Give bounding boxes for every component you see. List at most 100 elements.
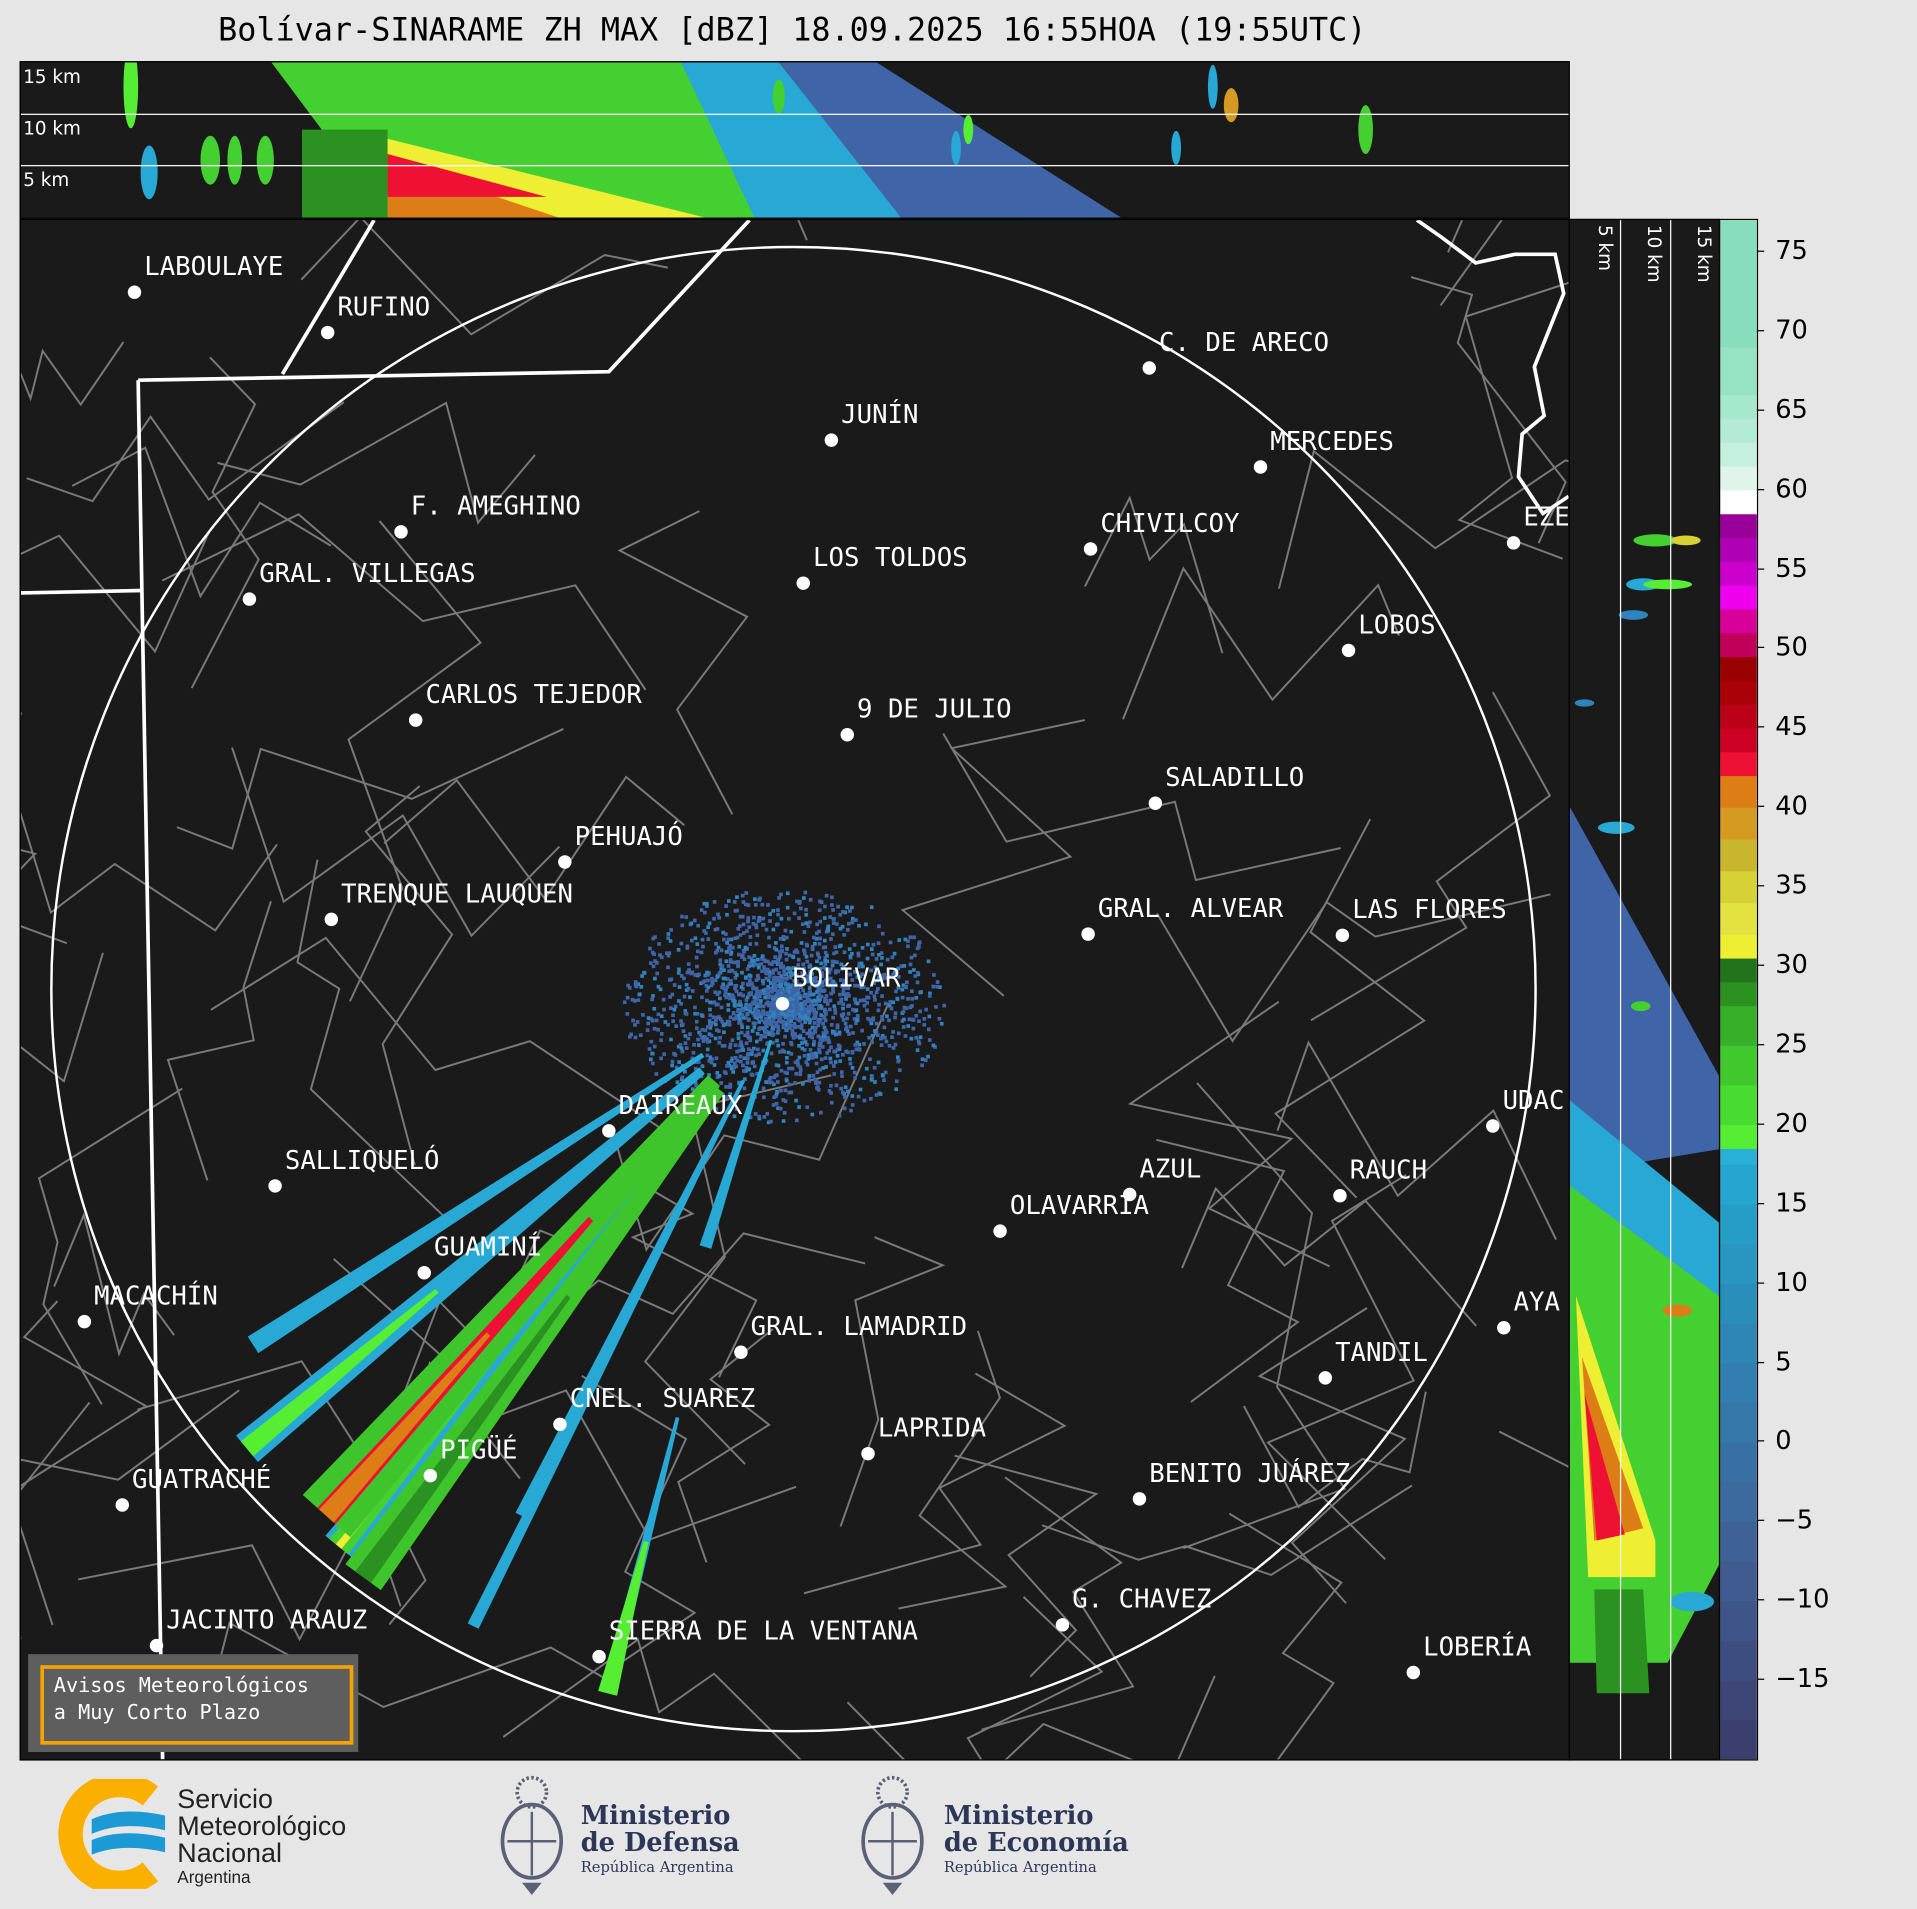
city-marker [268, 1179, 282, 1193]
echo-pixel [916, 970, 920, 975]
echo-pixel [801, 1036, 806, 1041]
echo-pixel [759, 1014, 764, 1019]
echo-pixel [781, 1022, 786, 1027]
colorbar-tick [1756, 1678, 1765, 1680]
echo-pixel [686, 1036, 691, 1041]
echo-pixel [727, 1063, 732, 1068]
echo-pixel [736, 926, 741, 931]
echo-pixel [804, 907, 808, 912]
colorbar-band [1720, 1402, 1757, 1443]
echo-pixel [823, 996, 828, 1001]
echo-pixel [783, 928, 788, 933]
echo-pixel [684, 988, 689, 992]
echo-pixel [794, 1071, 799, 1076]
echo-pixel [730, 969, 735, 973]
echo-pixel [818, 967, 823, 971]
radar-echoes [236, 890, 947, 1696]
echo-pixel [663, 1020, 668, 1024]
city-marker [320, 325, 335, 340]
department-boundary [161, 513, 647, 691]
echo-pixel [722, 986, 726, 991]
colorbar-band [1720, 1203, 1757, 1245]
echo-pixel [879, 1036, 883, 1041]
echo-pixel [809, 953, 814, 958]
radar-map: LABOULAYE RUFINO C. DE ARECO JUNÍN MERCEDES F… [19, 218, 1570, 1761]
echo-pixel [744, 891, 749, 895]
echo-pixel [841, 1090, 845, 1095]
colorbar-tick [1756, 885, 1765, 887]
echo-pixel [797, 996, 802, 1000]
smn-line-4: Argentina [177, 1866, 251, 1887]
echo-pixel [874, 957, 879, 961]
echo-pixel [690, 989, 695, 993]
warning-box[interactable]: Avisos Meteorológicos a Muy Corto Plazo [28, 1654, 359, 1752]
echo-pixel [713, 990, 718, 995]
echo-pixel [838, 926, 843, 931]
echo-pixel [878, 1092, 883, 1096]
echo-pixel [799, 1026, 804, 1031]
colorbar-band [1720, 1124, 1757, 1149]
echo-pixel [770, 1000, 775, 1005]
colorbar-tick [1756, 1202, 1765, 1204]
echo-pixel [692, 1042, 696, 1047]
echo-pixel [793, 1060, 798, 1065]
echo-pixel [737, 1017, 742, 1022]
echo-pixel [715, 1071, 720, 1075]
echo-pixel [795, 1017, 800, 1022]
echo-pixel [784, 1060, 789, 1065]
echo-pixel [868, 1017, 872, 1022]
echo-pixel [873, 1080, 877, 1084]
colorbar-tick [1756, 488, 1765, 490]
echo-pixel [821, 1031, 826, 1035]
echo-pixel [759, 999, 763, 1003]
echo-pixel [854, 1008, 859, 1013]
echo-pixel [628, 1034, 632, 1039]
echo-pixel [817, 1019, 822, 1024]
echo-pixel [724, 932, 728, 936]
echo-pixel [642, 970, 647, 975]
echo-pixel [668, 939, 673, 943]
echo-pixel [748, 1115, 753, 1120]
echo-pixel [758, 1037, 763, 1042]
echo-pixel [879, 1043, 884, 1048]
echo-pixel [811, 1055, 815, 1060]
echo-pixel [811, 1042, 816, 1047]
echo-pixel [779, 892, 783, 897]
echo-pixel [745, 1011, 750, 1016]
echo-pixel [832, 959, 837, 964]
echo-pixel [713, 950, 718, 955]
echo-pixel [745, 1061, 750, 1065]
echo-pixel [757, 918, 762, 923]
echo-pixel [922, 1022, 927, 1027]
echo-pixel [893, 1011, 898, 1016]
city-marker [775, 997, 790, 1011]
echo-pixel [683, 1041, 688, 1046]
department-boundary [364, 785, 454, 1166]
echo-pixel [836, 904, 840, 909]
echo-pixel [924, 1007, 928, 1012]
echo-pixel [693, 1011, 697, 1016]
echo-pixel [741, 900, 746, 904]
height-label-10km: 10 km [23, 117, 81, 140]
city-marker [1341, 643, 1356, 658]
echo-pixel [926, 1027, 931, 1032]
city-label: TANDIL [1335, 1337, 1428, 1367]
economia-logo: Ministerio de Economía República Argenti… [856, 1770, 1137, 1898]
echo-pixel [754, 1053, 758, 1058]
colorbar-tick [1756, 647, 1765, 649]
echo-pixel [802, 1015, 807, 1020]
echo-pixel [784, 951, 788, 956]
echo-pixel [784, 972, 789, 976]
echo-pixel [707, 1073, 711, 1077]
echo-pixel [712, 916, 716, 921]
echo-pixel [881, 1073, 885, 1078]
echo-pixel [851, 916, 855, 921]
echo-pixel [756, 1047, 760, 1052]
echo-pixel [728, 1092, 733, 1096]
echo-pixel [782, 990, 787, 995]
echo-pixel [796, 963, 801, 967]
echo-pixel [716, 945, 721, 950]
echo-pixel [662, 1007, 666, 1012]
economia-line-2: de Economía [943, 1826, 1129, 1858]
echo-pixel [724, 950, 729, 954]
